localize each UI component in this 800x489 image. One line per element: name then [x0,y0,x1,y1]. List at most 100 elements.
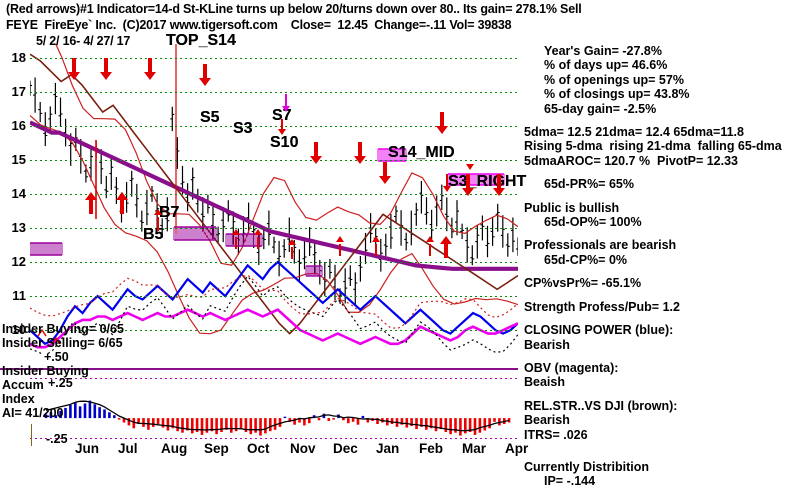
statistics-panel: Year's Gain= -27.8% % of days up= 46.6% … [524,44,800,489]
lower-gridline-top [30,378,518,379]
lower-gridline-bottom [30,438,518,439]
price-chart-plot: TOP_S14 S5 S3 S7 S10 S14_MID S3_RIGHT B7 B5 [30,32,526,354]
obv-value: Beaish [524,375,565,390]
stat-op65: 65d-OP%= 100% [544,215,642,230]
obv-label: OBV (magenta): [524,360,619,375]
accum-bars [44,400,511,436]
y-axis-label: 13 [11,219,26,235]
itrs-value: ITRS= .026 [524,427,588,442]
gridline [30,262,518,264]
accum-panel-title-2: Accum [2,378,44,392]
stat-ma-trend: Rising 5-dma rising 21-dma falling 65-dm… [524,139,782,154]
rel-strength-value: Bearish [524,413,570,428]
spacer [524,390,800,399]
spacer [524,314,800,323]
x-axis-label: Feb [419,441,444,456]
lower-axis-mid-tick: +.25 [48,376,73,390]
mini-carets [37,328,61,345]
spacer [524,168,800,177]
gridline [30,330,518,332]
stat-professional-sentiment: Professionals are bearish [524,238,677,253]
y-axis-label: 17 [11,83,26,99]
annotation-s3: S3 [233,120,253,137]
accum-smoothed-line [45,400,510,432]
accumulation-index-plot [30,378,518,440]
x-axis-label: Nov [290,441,316,456]
annotation-s14-mid: S14_MID [388,144,455,161]
y-axis-label: 16 [11,117,26,133]
lower-axis-top-tick: +.50 [44,350,69,364]
annotation-b5: B5 [143,226,164,243]
insider-selling-count: Insider Selling= 6/65 [2,336,123,350]
distribution-blocks [30,148,505,277]
ma65-line [30,120,518,271]
distribution-status: Currently Distribition [524,459,650,474]
spacer [524,267,800,276]
stat-public-sentiment: Public is bullish [524,200,620,215]
accum-panel-title-1: Insider Buying [2,364,89,378]
stat-65day-gain: 65-day gain= -2.5% [544,101,657,116]
stat-moving-averages: 5dma= 12.5 21dma= 12.4 65dma=11.8 [524,125,744,140]
stat-years-gain: Year's Gain= -27.8% [544,44,662,58]
date-range-label: 5/ 2/ 16- 4/ 27/ 17 [36,34,131,48]
gridline [30,227,518,229]
spacer [524,352,800,361]
annotation-s14-top: TOP_S14 [166,32,236,49]
gridline [30,125,518,127]
x-axis-label: Jan [376,441,400,456]
y-axis-label: 15 [11,151,26,167]
x-axis-label: Apr [505,441,529,456]
panel-separator [0,368,518,370]
axis-tick-mark [31,424,32,446]
price-series-svg [30,44,518,354]
gridline [30,91,518,93]
closing-power-line [30,260,518,346]
gridline [30,193,518,195]
stat-strength-ratio: Strength Profess/Pub= 1.2 [524,299,680,314]
stat-cp65: 65d-CP%= 0% [544,252,628,267]
accum-index-value: AI= 41/200 [2,406,64,420]
x-axis-label: Oct [247,441,270,456]
annotation-s10: S10 [270,134,299,151]
obv-dotted-guide [30,274,518,330]
stat-aroc-pivot: 5dmaAROC= 120.7 % PivotP= 12.33 [524,153,738,168]
annotation-s5: S5 [200,109,220,126]
cp-dotted-guide [30,275,518,354]
gridline [30,159,518,161]
lower-band [30,115,518,335]
annotation-s3-right: S3_RIGHT [448,173,527,190]
y-axis-label: 14 [11,185,26,201]
x-axis-label: Aug [161,441,188,456]
stat-openings-up: % of openings up= 57% [544,72,684,87]
chart-screenshot: (Red arrows)#1 Indicator=14-d St-KLine t… [0,2,782,489]
accum-panel-title-3: Index [2,392,35,406]
indicator-headline: (Red arrows)#1 Indicator=14-d St-KLine t… [6,2,582,16]
accum-bars-svg [44,400,511,436]
rel-strength-line [30,53,518,335]
obv-line [30,308,518,349]
spacer [524,291,800,300]
y-axis-label: 12 [11,254,26,270]
closing-power-label: CLOSING POWER (blue): [524,323,674,338]
x-axis-label: Jun [75,441,100,456]
closing-power-value: Bearish [524,337,570,352]
spacer [524,192,800,201]
y-axis-label: 18 [11,49,26,65]
ticker-quote-line: FEYE FireEye` Inc. (C)2017 www.tigersoft… [6,18,512,32]
y-axis-label: 11 [12,288,26,304]
x-axis-label: Jul [118,441,138,456]
x-axis-label: Sep [204,441,229,456]
gridline [30,296,518,298]
annotation-b7: B7 [159,204,180,221]
x-axis-label: Mar [462,441,487,456]
upper-band [55,44,518,266]
x-axis-label: Dec [333,441,358,456]
stat-cp-vs-pr: CP%vsPr%= -65.1% [524,276,642,291]
rel-strength-label: REL.STR..VS DJI (brown): [524,398,678,413]
stat-pr65: 65d-PR%= 65% [544,177,634,192]
stat-closings-up: % of closings up= 43.8% [544,87,690,102]
stat-days-up: % of days up= 46.6% [544,58,668,73]
spacer [524,116,800,125]
ip-value: IP= -.144 [544,474,596,489]
spacer [524,442,800,451]
